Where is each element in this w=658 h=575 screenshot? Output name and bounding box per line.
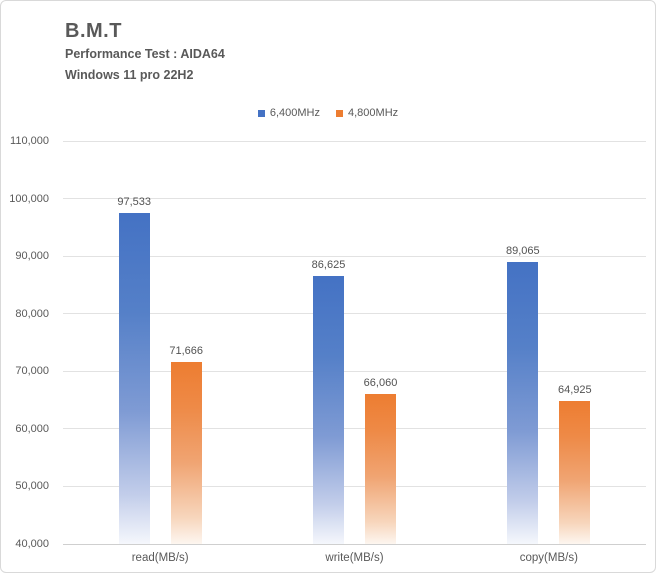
bar-6400mhz-copy-mb-s- xyxy=(507,261,539,544)
legend: 6,400MHz 4,800MHz xyxy=(1,107,655,119)
chart-subtitle-os: Windows 11 pro 22H2 xyxy=(65,68,194,82)
chart-title: B.M.T xyxy=(65,20,122,42)
category-label-copy-mb-s-: copy(MB/s) xyxy=(519,552,578,564)
gridline xyxy=(63,255,646,257)
chart-subtitle-performance-test: Performance Test : AIDA64 xyxy=(65,47,225,61)
bar-value-label: 66,060 xyxy=(363,376,398,389)
bar-value-label: 71,666 xyxy=(169,344,203,357)
x-axis-line xyxy=(63,544,646,545)
gridline xyxy=(63,428,646,430)
legend-marker-icon xyxy=(257,109,265,117)
gridline xyxy=(63,140,646,142)
ytick-label: 70,000 xyxy=(15,365,49,378)
bar-value-label: 97,533 xyxy=(117,195,151,208)
plot-area: 97,533 86,625 89,065 71,666 66,060 64,925 xyxy=(63,140,646,545)
ytick-label: 80,000 xyxy=(15,307,49,320)
ytick-label: 110,000 xyxy=(10,135,49,147)
bar-4800mhz-write-mb-s- xyxy=(365,393,396,544)
ytick-label: 60,000 xyxy=(15,422,49,435)
ytick-label: 100,000 xyxy=(9,192,49,205)
bar-value-label: 86,625 xyxy=(311,258,346,271)
bar-6400mhz-write-mb-s- xyxy=(313,275,344,544)
gridline xyxy=(63,370,646,372)
legend-item-4800mhz: 4,800MHz xyxy=(336,107,398,119)
legend-label: 6,400MHz xyxy=(269,107,320,119)
gridline xyxy=(63,313,646,315)
bar-4800mhz-copy-mb-s- xyxy=(559,400,591,544)
bar-6400mhz-read-mb-s- xyxy=(118,212,150,544)
ytick-label: 50,000 xyxy=(15,480,49,493)
ytick-label: 40,000 xyxy=(15,538,49,550)
legend-marker-icon xyxy=(336,109,343,117)
gridline xyxy=(63,198,646,200)
legend-item-6400mhz: 6,400MHz xyxy=(257,107,320,119)
category-label-write-mb-s-: write(MB/s) xyxy=(325,552,384,564)
gridline xyxy=(63,485,646,487)
legend-label: 4,800MHz xyxy=(348,107,399,119)
bar-value-label: 89,065 xyxy=(506,244,540,257)
category-label-read-mb-s-: read(MB/s) xyxy=(131,552,189,564)
ytick-label: 90,000 xyxy=(15,250,49,263)
bar-4800mhz-read-mb-s- xyxy=(170,361,202,544)
bar-value-label: 64,925 xyxy=(558,383,592,396)
